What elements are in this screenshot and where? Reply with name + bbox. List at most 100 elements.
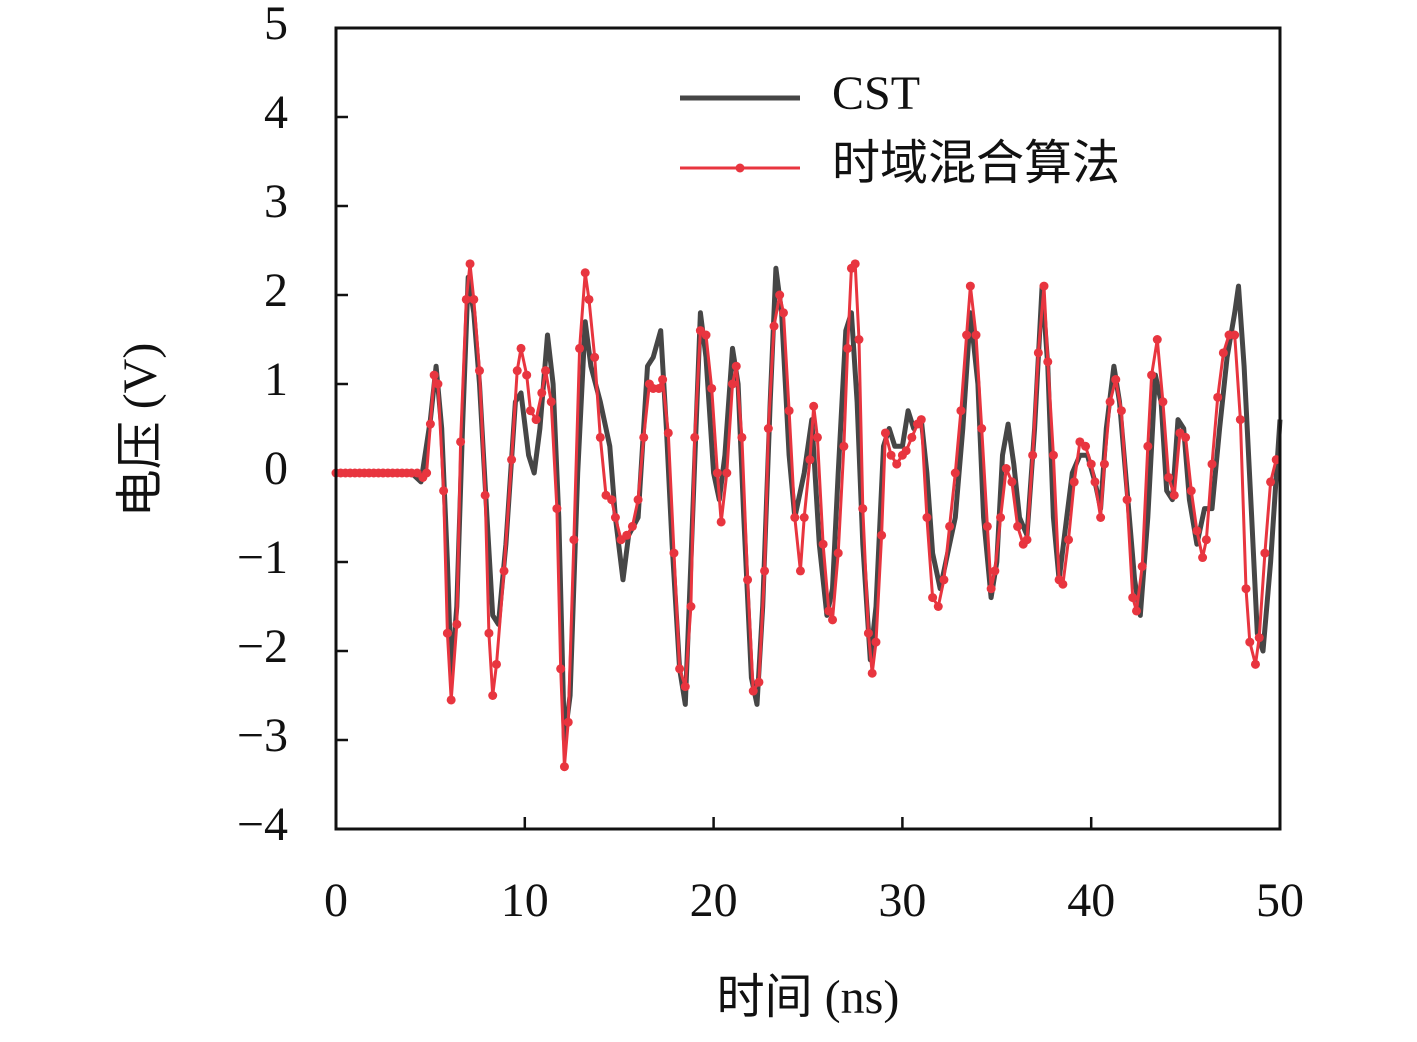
- series-marker: [491, 659, 501, 669]
- series-marker: [754, 677, 764, 687]
- series-marker: [1198, 553, 1208, 563]
- series-marker: [886, 450, 896, 460]
- series-marker: [610, 513, 620, 522]
- series-marker: [480, 490, 490, 500]
- series-marker: [1028, 450, 1038, 460]
- series-marker: [707, 383, 717, 393]
- series-marker: [1048, 450, 1058, 460]
- series-marker: [456, 437, 466, 447]
- x-tick-label: 30: [878, 874, 926, 927]
- y-axis-label: 电压 (V): [114, 343, 167, 518]
- series-marker: [828, 615, 838, 625]
- series-marker: [727, 379, 737, 389]
- x-tick-label: 10: [501, 874, 549, 927]
- series-marker: [1128, 593, 1138, 603]
- series-marker: [1147, 370, 1157, 380]
- y-tick-label: 4: [264, 86, 288, 139]
- series-marker: [1266, 477, 1276, 487]
- series-marker: [559, 762, 569, 772]
- series-marker: [1022, 535, 1032, 545]
- series-marker: [675, 664, 685, 674]
- series-marker: [743, 575, 753, 585]
- series-marker: [595, 432, 605, 442]
- y-tick-label: −2: [237, 620, 288, 673]
- series-marker: [1058, 579, 1068, 589]
- series-marker: [922, 513, 932, 522]
- series-marker: [962, 330, 972, 340]
- series-marker: [439, 486, 449, 496]
- series-marker: [833, 548, 843, 558]
- series-marker: [939, 575, 949, 585]
- series-marker: [1111, 375, 1121, 385]
- series-marker: [809, 401, 819, 411]
- series-marker: [701, 330, 711, 340]
- series-marker: [737, 432, 747, 442]
- series-marker: [474, 366, 484, 376]
- series-marker: [1201, 535, 1211, 545]
- series-marker: [799, 513, 809, 522]
- series-marker: [1260, 548, 1270, 558]
- x-axis-label: 时间 (ns): [717, 971, 900, 1024]
- x-tick-label: 0: [324, 874, 348, 927]
- y-tick-label: 0: [264, 442, 288, 495]
- series-marker: [607, 495, 617, 505]
- x-tick-label: 20: [690, 874, 738, 927]
- series-marker: [1152, 335, 1162, 344]
- series-marker: [1069, 477, 1079, 487]
- x-tick-label: 40: [1067, 874, 1115, 927]
- series-marker: [563, 717, 573, 727]
- series-marker: [442, 628, 452, 638]
- series-marker: [690, 432, 700, 442]
- series-marker: [784, 406, 794, 416]
- series-marker: [1235, 415, 1245, 425]
- series-marker: [507, 455, 517, 465]
- series-marker: [1064, 535, 1074, 545]
- legend-label: 时域混合算法: [832, 137, 1120, 190]
- y-tick-label: −1: [237, 531, 288, 584]
- series-marker: [1122, 495, 1132, 505]
- series-marker: [541, 366, 551, 376]
- series-marker: [552, 504, 562, 514]
- legend-label: CST: [832, 67, 920, 120]
- y-tick-label: 2: [264, 264, 288, 317]
- series-marker: [433, 379, 443, 389]
- series-marker: [892, 459, 902, 469]
- series-marker: [933, 602, 943, 611]
- series-marker: [422, 468, 432, 478]
- series-marker: [950, 468, 960, 478]
- series-marker: [522, 370, 532, 380]
- series-marker: [452, 619, 462, 629]
- series-marker: [1096, 513, 1106, 522]
- series-marker: [1001, 464, 1011, 474]
- series-marker: [531, 415, 541, 425]
- series-marker: [1271, 455, 1281, 465]
- legend-marker: [735, 163, 745, 173]
- series-marker: [1143, 441, 1153, 451]
- series-marker: [622, 530, 632, 540]
- series-marker: [525, 406, 535, 416]
- series-marker: [499, 566, 509, 576]
- series-marker: [658, 375, 668, 385]
- series-marker: [654, 383, 664, 393]
- series-marker: [1043, 357, 1053, 367]
- series-marker: [763, 424, 773, 433]
- series-marker: [1213, 392, 1223, 402]
- series-marker: [778, 308, 788, 318]
- series-marker: [465, 259, 475, 269]
- series-marker: [907, 432, 917, 442]
- series-marker: [812, 432, 822, 442]
- series-marker: [1007, 477, 1017, 487]
- series-marker: [977, 424, 987, 433]
- series-marker: [871, 637, 881, 647]
- y-tick-label: −3: [237, 709, 288, 762]
- y-tick-label: −4: [237, 798, 288, 851]
- series-line: [336, 265, 1283, 743]
- series-marker: [686, 602, 696, 611]
- series-marker: [818, 539, 828, 549]
- series-marker: [731, 361, 741, 371]
- series-marker: [1039, 281, 1049, 291]
- series-marker: [854, 335, 864, 344]
- series-marker: [1090, 477, 1100, 487]
- series-marker: [425, 419, 435, 429]
- series-marker: [775, 290, 785, 300]
